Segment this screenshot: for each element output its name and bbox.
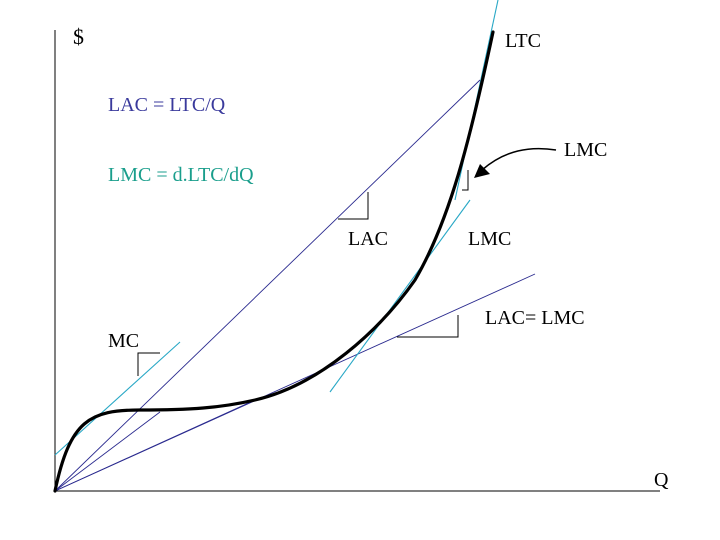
lac-eq-lmc-label: LAC= LMC: [485, 307, 585, 329]
lmc-callout-label: LMC: [564, 139, 608, 161]
ray-lac-flat: [54, 411, 161, 492]
arrowhead-icon: [474, 164, 490, 178]
lac-formula: LAC = LTC/Q: [108, 94, 226, 116]
lac-slope-label: LAC: [348, 228, 388, 250]
ltc-curve: [53, 30, 495, 493]
slope-mark-lac: [338, 192, 369, 220]
slope-mark-lmc: [462, 170, 469, 191]
ltc-label: LTC: [505, 30, 541, 52]
x-axis-label: Q: [654, 469, 669, 491]
mc-label: MC: [108, 330, 140, 352]
slope-mark-mc: [137, 352, 160, 376]
tangent-lmc-mid: [329, 199, 471, 393]
ray-lac-low: [54, 399, 256, 492]
lmc-formula: LMC = d.LTC/dQ: [108, 164, 254, 186]
lmc-callout-arrow: [481, 147, 557, 171]
ray-lac-steep: [54, 79, 481, 492]
y-axis-label: $: [73, 24, 84, 49]
lmc-slope-label: LMC: [468, 228, 512, 250]
slope-mark-lac-eq-lmc: [397, 315, 459, 338]
